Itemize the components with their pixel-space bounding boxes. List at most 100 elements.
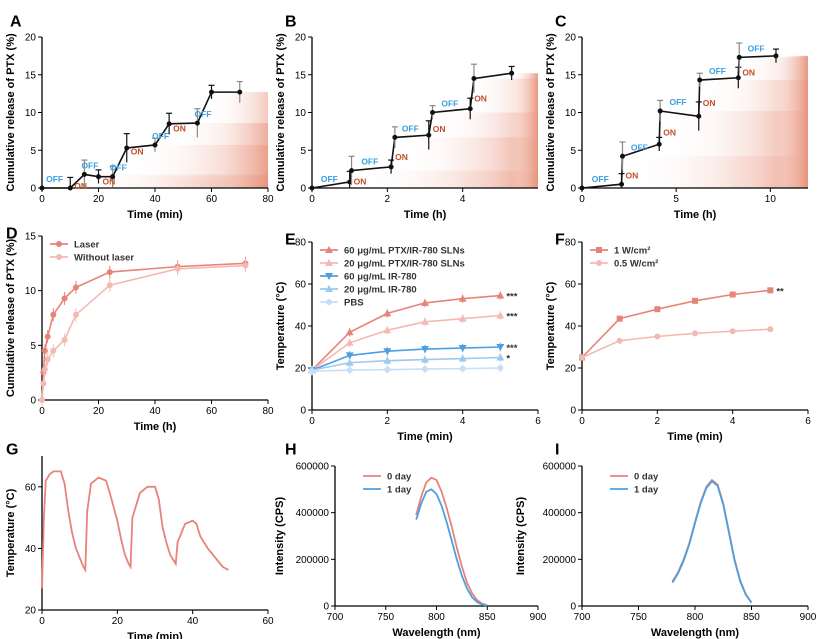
y-tick-label: 20 [25, 606, 37, 617]
data-point [383, 348, 392, 356]
y-axis-title: Temperature (°C) [545, 281, 557, 370]
data-point [426, 132, 432, 138]
y-tick-label: 60 [295, 280, 307, 291]
data-point [579, 185, 585, 191]
series-line-1 [415, 488, 488, 607]
data-point [44, 356, 51, 363]
series-line-1 [41, 264, 246, 401]
legend-label: 0.5 W/cm² [614, 259, 658, 270]
data-point [209, 89, 214, 95]
data-point [345, 338, 354, 346]
data-point [692, 330, 698, 337]
data-point [458, 354, 467, 362]
x-tick-label: 4 [730, 416, 736, 427]
x-tick-label: 850 [479, 612, 496, 623]
y-tick-label: 5 [570, 146, 576, 157]
data-point [430, 110, 436, 115]
data-point [459, 365, 466, 372]
y-axis-title: Cumulative release of PTX (%) [5, 33, 17, 192]
y-tick-label: 200000 [296, 555, 330, 566]
legend-label: 60 μg/mL PTX/IR-780 SLNs [344, 246, 465, 257]
on-label: ON [395, 152, 408, 162]
data-point [458, 345, 467, 353]
legend-label: 1 day [387, 485, 412, 496]
series-line-1 [311, 314, 501, 371]
x-tick-label: 60 [206, 194, 218, 205]
y-tick-label: 20 [565, 364, 577, 375]
significance-mark: *** [506, 312, 517, 323]
y-tick-label: 40 [25, 544, 37, 555]
panel-label-h: H [285, 441, 297, 458]
on-label: ON [742, 68, 755, 78]
data-point [729, 291, 736, 298]
data-point [61, 336, 68, 343]
panel-label-f: F [555, 231, 565, 248]
series-line-0 [311, 72, 512, 189]
y-tick-label: 5 [30, 146, 36, 157]
off-label: OFF [194, 109, 211, 119]
y-tick-label: 400000 [296, 508, 330, 519]
off-label: OFF [321, 174, 338, 184]
panel-label-i: I [555, 441, 559, 458]
y-tick-label: 0 [570, 184, 576, 195]
on-label: ON [103, 177, 116, 187]
data-point [383, 356, 392, 364]
series-line-0 [41, 262, 246, 401]
data-point [309, 368, 315, 375]
legend-marker [596, 247, 602, 253]
y-tick-label: 20 [565, 33, 577, 44]
x-axis-title: Time (min) [397, 431, 453, 443]
y-tick-label: 0 [30, 184, 36, 195]
legend-label: 0 day [387, 472, 412, 483]
x-tick-label: 750 [377, 612, 394, 623]
x-tick-label: 900 [530, 612, 547, 623]
data-point [44, 333, 51, 340]
data-point [657, 108, 663, 114]
y-tick-label: 15 [295, 70, 307, 81]
series-line-2 [311, 346, 501, 371]
data-point [579, 354, 585, 361]
y-tick-label: 0 [300, 406, 306, 417]
data-point [729, 328, 736, 335]
significance-mark: ** [776, 286, 784, 297]
data-point [616, 337, 623, 344]
x-tick-label: 20 [93, 406, 105, 417]
data-point [496, 311, 505, 319]
data-point [383, 309, 392, 317]
x-tick-label: 80 [262, 406, 274, 417]
data-point [40, 380, 47, 387]
x-tick-label: 40 [149, 194, 161, 205]
series-line-1 [581, 328, 771, 359]
data-point [194, 120, 200, 126]
data-point [392, 134, 398, 140]
y-tick-label: 40 [295, 322, 307, 333]
series-line-0 [311, 294, 501, 371]
x-tick-label: 6 [535, 416, 541, 427]
legend-label: PBS [344, 298, 364, 309]
data-point [166, 121, 172, 127]
x-tick-label: 60 [206, 406, 218, 417]
panel-label-e: E [285, 231, 296, 248]
legend-marker [325, 273, 333, 280]
y-tick-label: 80 [295, 238, 307, 249]
off-label: OFF [361, 157, 378, 167]
y-axis-title: Temperature (°C) [5, 488, 17, 577]
legend-label: 20 μg/mL PTX/IR-780 SLNs [344, 259, 465, 270]
legend-label: 0 day [634, 472, 659, 483]
x-tick-label: 40 [187, 616, 199, 627]
data-point [152, 142, 158, 148]
x-tick-label: 5 [673, 194, 679, 205]
y-tick-label: 0 [300, 184, 306, 195]
y-tick-label: 5 [30, 341, 36, 352]
legend-marker [325, 285, 333, 292]
off-label: OFF [709, 66, 726, 76]
on-label: ON [173, 123, 186, 133]
series-line-3 [311, 356, 501, 371]
data-point [50, 311, 57, 318]
off-label: OFF [152, 131, 169, 141]
legend-marker [326, 299, 332, 305]
y-tick-label: 10 [25, 108, 37, 119]
y-tick-label: 10 [565, 108, 577, 119]
